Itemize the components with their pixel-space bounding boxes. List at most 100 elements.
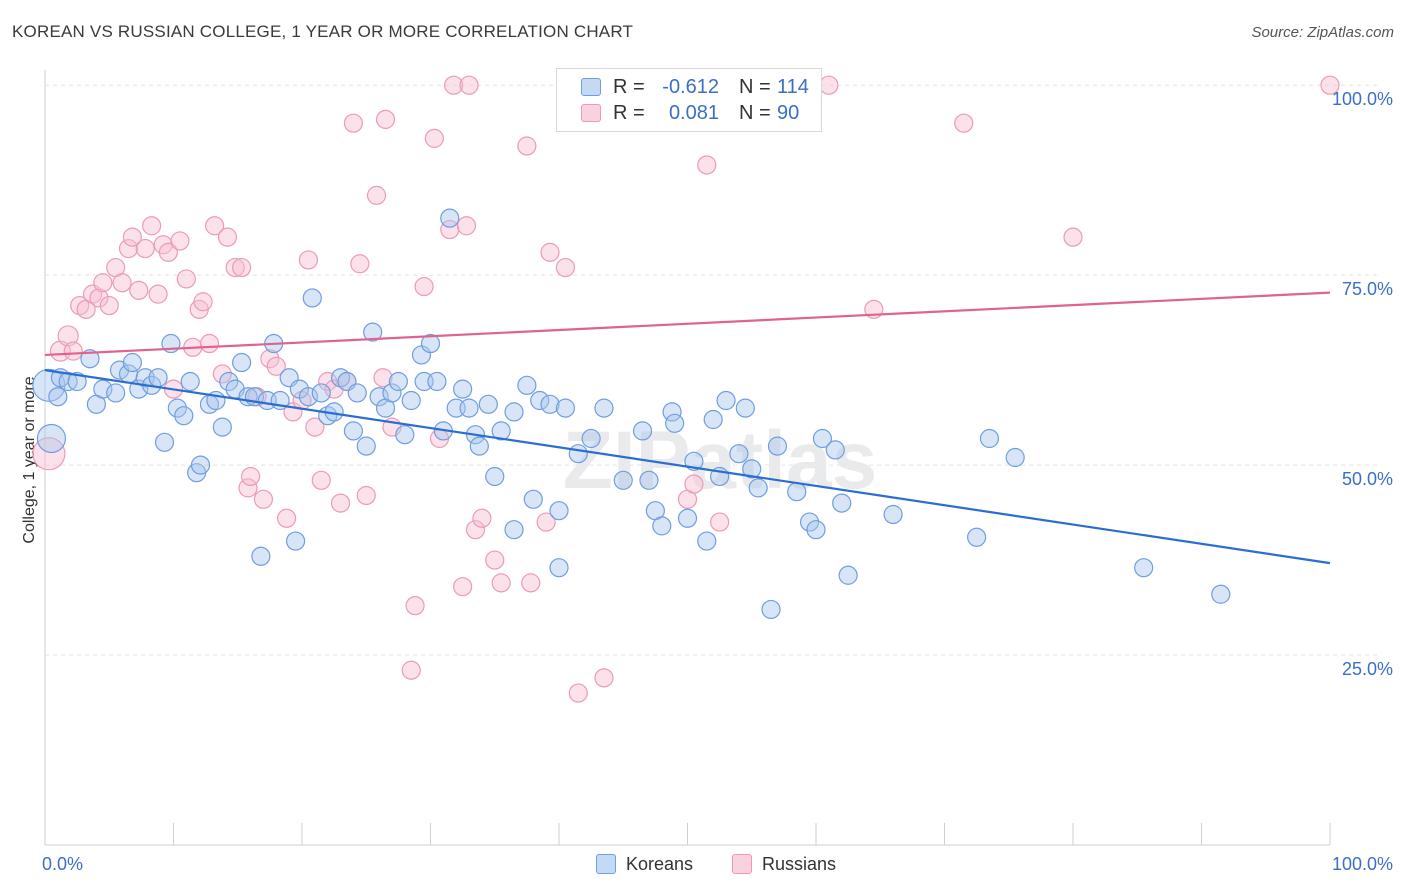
russian-point <box>521 573 541 593</box>
n-value: 90 <box>777 101 800 124</box>
bottom-legend-koreans: Koreans <box>596 852 693 876</box>
r-label: R = <box>613 101 645 124</box>
russian-point <box>414 276 434 297</box>
korean-point <box>122 352 142 373</box>
korean-point <box>832 493 852 513</box>
korean-point <box>594 398 614 418</box>
russian-point <box>89 288 109 308</box>
russian-point <box>298 250 319 270</box>
russian-point <box>1320 75 1340 95</box>
korean-point <box>716 390 736 411</box>
koreans-legend-swatch <box>596 854 616 874</box>
korean-point <box>504 520 524 540</box>
korean-point <box>420 333 441 354</box>
korean-point <box>568 444 588 464</box>
russian-point <box>176 269 196 289</box>
korean-point <box>180 371 200 392</box>
russian-point <box>217 227 238 247</box>
korean-point <box>555 398 576 418</box>
korean-point <box>825 440 845 460</box>
russian-point <box>225 257 245 278</box>
russian-point <box>366 185 387 205</box>
russian-point <box>135 238 155 259</box>
russian-point <box>122 227 142 247</box>
russian-point <box>232 257 252 278</box>
x-tick-label: 0.0% <box>42 854 83 874</box>
korean-point <box>806 520 826 540</box>
korean-point <box>742 459 762 479</box>
axes <box>44 70 1331 846</box>
russian-point <box>491 573 511 593</box>
russian-point <box>536 512 556 532</box>
korean-point <box>382 383 402 403</box>
n-value: 114 <box>777 75 809 98</box>
russian-point <box>424 128 444 148</box>
korean-point <box>369 387 389 407</box>
russians-legend-label: Russians <box>762 853 837 874</box>
korean-point <box>36 423 67 454</box>
korean-point <box>80 349 100 369</box>
r-label: R = <box>613 75 645 98</box>
russian-point <box>118 238 139 259</box>
korean-point <box>48 387 68 407</box>
korean-point <box>232 352 252 373</box>
russian-point <box>356 485 376 506</box>
y-tick-label: 100.0% <box>1332 89 1393 109</box>
korean-point <box>812 428 833 449</box>
y-tick-label: 75.0% <box>1342 279 1393 299</box>
russian-point <box>472 508 492 528</box>
x-tick-label: 100.0% <box>1332 854 1393 874</box>
russian-point <box>260 349 280 369</box>
korean-point <box>530 390 550 411</box>
russian-point <box>401 660 421 680</box>
korean-point <box>540 394 560 414</box>
russian-point <box>444 75 464 95</box>
russian-point <box>555 257 576 278</box>
korean-point <box>491 421 511 441</box>
korean-point <box>459 398 479 418</box>
russian-point <box>343 113 363 133</box>
korean-point <box>356 436 376 456</box>
korean-point <box>93 379 113 399</box>
korean-point <box>523 489 543 509</box>
korean-point <box>440 208 460 228</box>
russian-point <box>170 231 190 251</box>
korean-point <box>1005 447 1025 468</box>
korean-point <box>251 546 271 566</box>
korean-point <box>148 368 168 388</box>
korean-point <box>388 371 408 392</box>
russian-point <box>819 75 839 95</box>
russians-points <box>32 75 1340 703</box>
korean-point <box>787 482 807 502</box>
korean-point <box>703 409 723 430</box>
russian-point <box>241 466 261 487</box>
russian-point <box>142 216 162 236</box>
korean-point <box>632 421 653 441</box>
russian-point <box>517 136 537 156</box>
korean-point <box>677 508 698 528</box>
russian-point <box>158 242 178 262</box>
russian-point <box>456 216 477 236</box>
korean-point <box>665 413 685 433</box>
russian-point <box>459 75 479 95</box>
korean-point <box>174 406 194 426</box>
russian-point <box>212 364 232 384</box>
legend-row-koreans: R = -0.612 N = 114 <box>581 75 817 99</box>
korean-point <box>613 470 633 490</box>
russian-point <box>684 474 704 494</box>
russian-point <box>350 254 370 274</box>
r-value: -0.612 <box>662 75 719 98</box>
korean-point <box>427 371 447 392</box>
korean-point <box>517 375 537 395</box>
russian-point <box>32 437 66 471</box>
russian-point <box>375 109 396 129</box>
korean-point <box>469 436 489 456</box>
korean-point <box>298 387 319 407</box>
russian-point <box>305 417 325 437</box>
russian-point <box>318 371 338 392</box>
korean-point <box>212 417 232 437</box>
russian-point <box>373 368 393 388</box>
russians-swatch <box>581 104 601 122</box>
korean-point <box>154 432 175 452</box>
watermark: ZIPatlas <box>563 415 877 506</box>
